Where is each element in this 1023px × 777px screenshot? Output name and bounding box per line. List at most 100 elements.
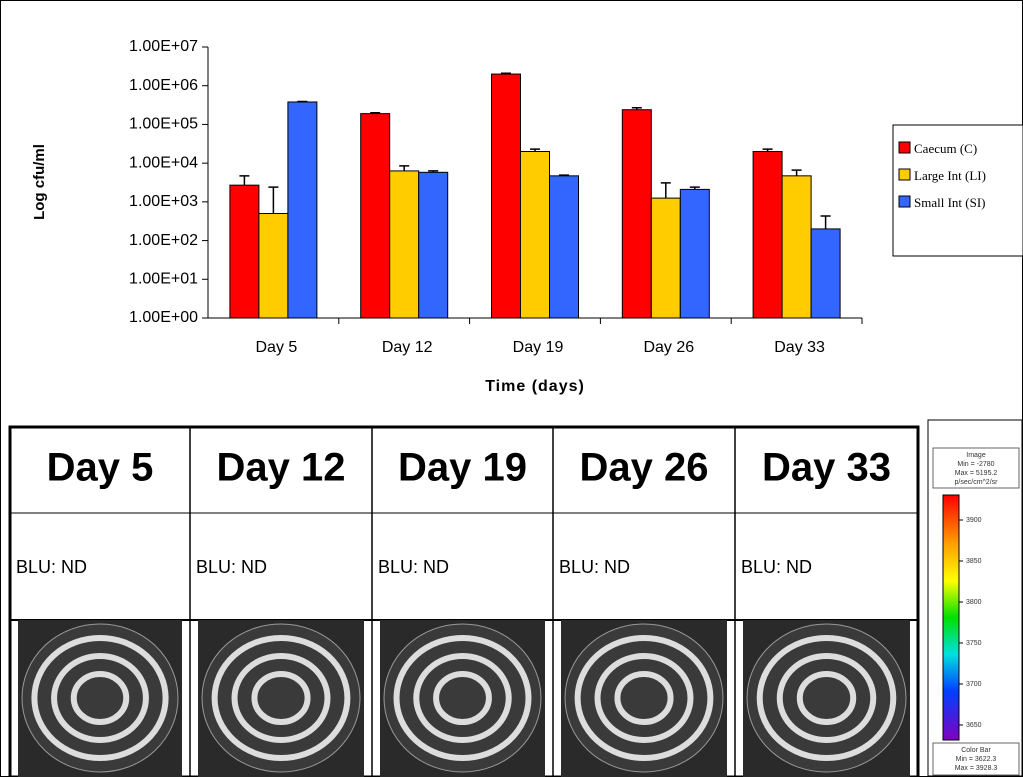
header-cell: Day 26 (580, 446, 709, 490)
color-bar-header-text: Min = -2780 (957, 461, 994, 468)
bar (491, 73, 521, 319)
error-bar (631, 106, 642, 110)
bar (679, 188, 710, 319)
legend-label: Large Int (LI) (914, 168, 986, 183)
legend-swatch (898, 141, 911, 154)
photo-intestine (594, 653, 694, 743)
color-bar-gradient (942, 494, 960, 741)
bar (650, 197, 681, 319)
bar (810, 228, 841, 319)
y-tick-label: 1.00E+01 (129, 271, 198, 288)
color-bar-tick-label: 3850 (966, 558, 982, 565)
bar (287, 101, 318, 319)
photo-intestine (70, 671, 130, 725)
error-bar (239, 175, 250, 186)
x-tick-label: Day 12 (382, 339, 433, 356)
legend-swatch (898, 168, 911, 181)
photo-intestine (756, 635, 897, 761)
photo-dish (746, 623, 907, 773)
header-cell: Day 19 (398, 446, 527, 490)
x-tick-label: Day 5 (256, 339, 298, 356)
image-table: Day 5 BLU: ND Day 12 BLU: ND Day 19 BLU: ND Da… (8, 425, 920, 777)
error-bar (530, 148, 540, 152)
error-bar (660, 182, 671, 199)
bar (418, 171, 449, 319)
photo-intestine (51, 653, 149, 743)
photo-dish (21, 623, 179, 773)
x-tick-label: Day 26 (643, 339, 694, 356)
legend-label: Small Int (SI) (914, 195, 986, 210)
y-tick-label: 1.00E+03 (129, 193, 198, 210)
error-bar (559, 174, 569, 176)
bar (781, 175, 812, 319)
photo-intestine (413, 653, 512, 743)
color-bar-tick-label: 3750 (966, 640, 982, 647)
photo-intestine (211, 635, 351, 761)
color-bar-footer-text: Color Bar (961, 747, 991, 754)
photo-dish (201, 623, 361, 773)
bar (389, 170, 420, 319)
bar (752, 150, 783, 319)
color-bar-footer-text: Min = 3622.3 (956, 756, 997, 763)
y-tick-label: 1.00E+00 (129, 309, 198, 326)
photo-intestine (433, 671, 492, 725)
error-bar (370, 112, 381, 114)
color-bar-panel: Image Min = -2780 Max = 5195.2 p/sec/cm^2/s… (927, 419, 1023, 777)
chart: Log cfu/ml Time (days) 1.00E+00 1.00E+01 1… (31, 38, 1023, 395)
error-bar (689, 186, 700, 190)
photo-intestine (31, 635, 169, 761)
blu-cell: BLU: ND (559, 557, 630, 577)
photo-intestine (393, 635, 532, 761)
color-bar-header (932, 447, 1020, 489)
error-bar (268, 186, 279, 214)
color-bar-footer-text: Max = 3928.3 (955, 765, 998, 772)
error-bar (428, 170, 439, 173)
error-bar (501, 72, 511, 75)
blu-cell: BLU: ND (16, 557, 87, 577)
y-tick-label: 1.00E+06 (129, 77, 198, 94)
photo-dish (383, 623, 542, 773)
photo-intestine (251, 671, 311, 725)
color-bar-header-text: Image (966, 452, 986, 459)
color-bar-header-text: p/sec/cm^2/sr (955, 479, 999, 486)
x-tick-label: Day 19 (513, 339, 564, 356)
bar (258, 213, 289, 319)
photo-intestine (574, 635, 714, 761)
photo-dish (564, 623, 724, 773)
legend-swatch (898, 195, 911, 208)
photo-intestine (796, 671, 857, 725)
blu-cell: BLU: ND (378, 557, 449, 577)
color-bar-footer (932, 742, 1020, 776)
y-tick-label: 1.00E+07 (129, 38, 198, 55)
x-tick-label: Day 33 (774, 339, 825, 356)
photo-intestine (231, 653, 331, 743)
x-axis-title: Time (days) (485, 378, 585, 395)
error-bar (791, 169, 802, 176)
color-bar-tick-label: 3800 (966, 599, 982, 606)
legend-label: Caecum (C) (914, 141, 977, 156)
header-cell: Day 33 (762, 446, 891, 490)
header-cell: Day 5 (47, 446, 154, 490)
legend-box (892, 124, 1023, 257)
y-axis-title: Log cfu/ml (31, 144, 48, 220)
error-bar (762, 148, 773, 152)
bar (621, 109, 652, 319)
photo-intestine (614, 671, 674, 725)
photo-intestine (776, 653, 877, 743)
y-tick-label: 1.00E+02 (129, 232, 198, 249)
header-cell: Day 12 (217, 446, 346, 490)
color-bar-header-text: Max = 5195.2 (955, 470, 998, 477)
color-bar-tick-label: 3650 (966, 722, 982, 729)
color-bar-tick-label: 3700 (966, 681, 982, 688)
error-bar (399, 165, 410, 171)
blu-cell: BLU: ND (196, 557, 267, 577)
error-bar (820, 215, 831, 229)
bar (229, 184, 260, 319)
bar (360, 113, 391, 319)
table-border (8, 425, 920, 777)
blu-cell: BLU: ND (741, 557, 812, 577)
y-tick-label: 1.00E+05 (129, 116, 198, 133)
y-tick-label: 1.00E+04 (129, 154, 198, 171)
bar (520, 150, 550, 319)
